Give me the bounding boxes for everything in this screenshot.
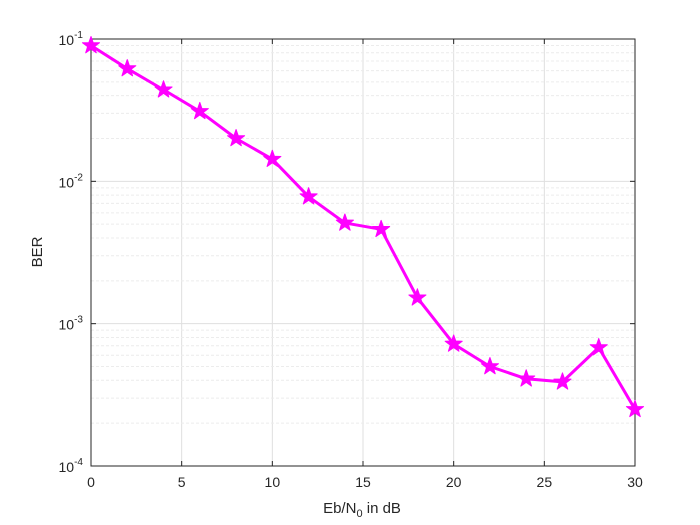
star-marker	[444, 334, 463, 352]
star-marker	[154, 80, 173, 98]
ber-series-line	[90, 44, 637, 411]
y-tick-exponent: -4	[74, 457, 83, 468]
y-tick-exponent: -2	[74, 172, 83, 183]
y-axis-label: BER	[29, 236, 46, 267]
star-marker	[227, 128, 246, 147]
y-tick-base: 10	[59, 317, 75, 333]
star-marker	[263, 149, 282, 167]
star-marker	[190, 101, 209, 120]
y-tick-exponent: -3	[74, 315, 83, 326]
x-tick-label: 25	[537, 474, 553, 490]
y-tick-base: 10	[59, 174, 75, 190]
y-tick-label: 10-1	[59, 30, 84, 48]
y-tick-label: 10-2	[59, 172, 84, 190]
y-tick-base: 10	[59, 32, 75, 48]
x-tick-label: 0	[87, 474, 95, 490]
x-tick-label: 15	[355, 474, 371, 490]
star-marker	[335, 213, 354, 231]
grid-lines	[91, 39, 635, 466]
ber-series-markers	[81, 36, 645, 418]
star-marker	[118, 59, 137, 77]
x-tick-labels: 0 5 10 15 20 25 30	[87, 474, 643, 490]
star-marker	[553, 372, 572, 390]
y-tick-exponent: -1	[74, 30, 83, 41]
x-tick-label: 5	[178, 474, 186, 490]
star-marker	[81, 36, 101, 54]
star-marker	[372, 219, 391, 238]
star-marker	[517, 369, 536, 387]
x-axis-label: Eb/N0 in dB	[323, 500, 401, 520]
y-tick-label: 10-4	[59, 457, 84, 475]
y-tick-base: 10	[59, 459, 75, 475]
star-marker	[589, 338, 608, 356]
star-marker	[408, 288, 427, 306]
y-tick-labels: 10-410-310-210-1	[59, 30, 84, 475]
star-marker	[299, 187, 318, 205]
x-tick-label: 10	[265, 474, 281, 490]
x-tick-label: 30	[627, 474, 643, 490]
x-tick-label: 20	[446, 474, 462, 490]
star-marker	[480, 357, 499, 375]
star-marker	[625, 399, 645, 418]
y-tick-label: 10-3	[59, 315, 84, 333]
